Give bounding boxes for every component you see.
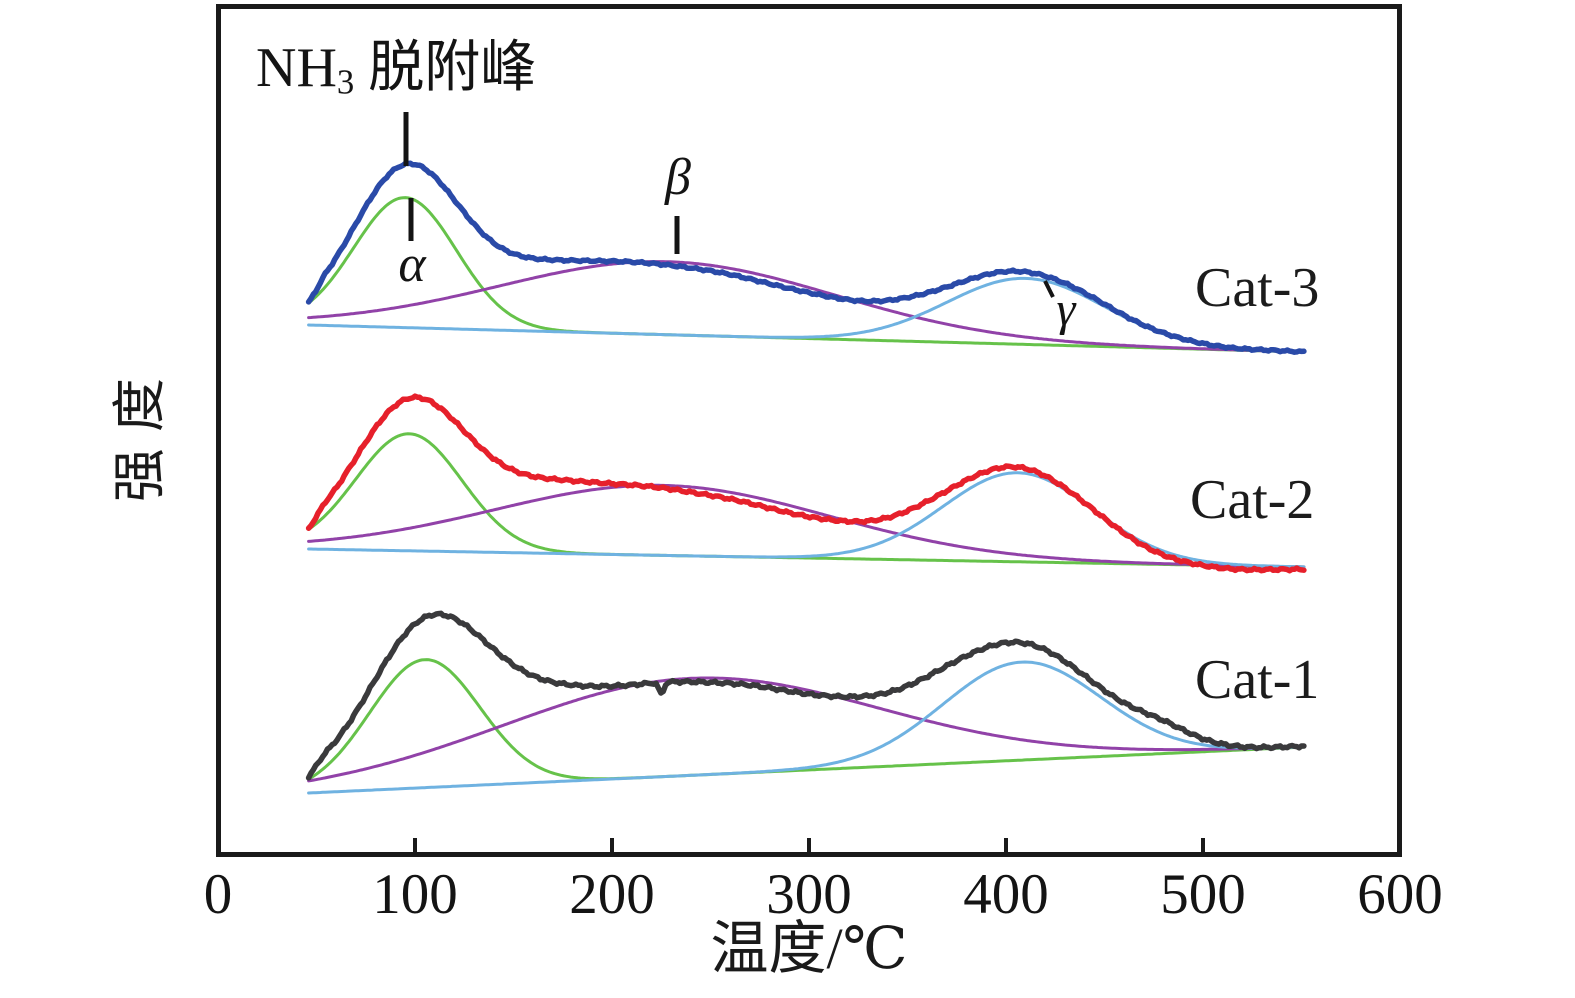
nh3-formula: NH3 <box>256 37 355 102</box>
gamma-pointer-line <box>1043 280 1055 298</box>
annotation-pointer-lines <box>403 112 1055 298</box>
curve-cat-1-experimental <box>305 610 1307 781</box>
curve-cat-2-beta <box>307 483 1306 569</box>
nh3-formula-pre: NH <box>256 37 337 99</box>
alpha-peak-label: α <box>398 236 426 293</box>
plot-border <box>216 4 1402 857</box>
curve-cat-3-beta <box>307 260 1306 354</box>
x-tick-label: 200 <box>569 863 655 926</box>
gamma-peak-label: γ <box>1056 283 1076 336</box>
x-tick-label: 500 <box>1160 863 1246 926</box>
curve-cat-1-beta <box>307 676 1306 783</box>
nh3-annotation-text: 脱附峰 <box>354 37 537 99</box>
series-label-cat-3: Cat-3 <box>1195 257 1320 319</box>
curve-cat-1-alpha <box>307 658 1306 781</box>
y-axis-title: 强度 <box>109 361 170 503</box>
x-tick-label: 400 <box>963 863 1049 926</box>
nh3-annotation: NH3 脱附峰 <box>256 36 536 103</box>
curve-cat-1-gamma <box>307 660 1306 795</box>
series-label-cat-2: Cat-2 <box>1190 469 1315 531</box>
x-tick-label: 0 <box>203 863 233 926</box>
x-axis-title: 温度/℃ <box>710 916 908 981</box>
series-label-cat-1: Cat-1 <box>1195 649 1320 711</box>
beta-peak-label: β <box>665 149 691 206</box>
nh3-formula-sub: 3 <box>336 62 355 102</box>
x-tick-label: 100 <box>372 863 458 926</box>
curve-cat-2-experimental <box>305 393 1307 574</box>
curve-cat-3-experimental <box>305 160 1307 355</box>
x-tick-label: 300 <box>766 863 852 926</box>
x-tick-label: 600 <box>1357 863 1443 926</box>
